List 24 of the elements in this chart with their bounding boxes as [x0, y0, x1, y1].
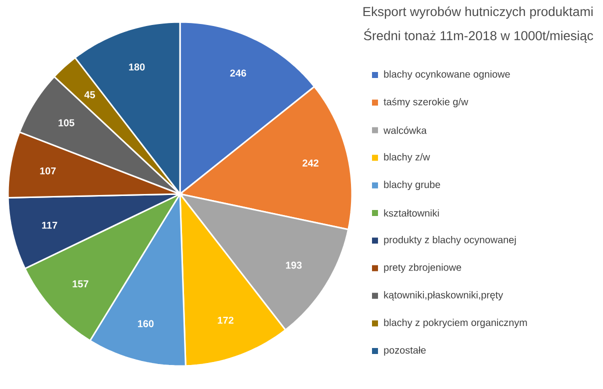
data-label: 105 [58, 119, 74, 126]
data-label: 246 [230, 70, 246, 77]
legend-label: blachy z/w [384, 153, 430, 162]
data-label: 107 [40, 167, 56, 174]
legend-label: prety zbrojeniowe [384, 264, 462, 273]
legend-label: walcówka [384, 126, 427, 134]
data-label: 172 [218, 316, 234, 324]
data-label: 160 [138, 320, 154, 328]
legend-label: blachy ocynkowane ogniowe [384, 70, 510, 80]
data-label: 117 [42, 222, 58, 229]
data-label: 45 [84, 91, 96, 98]
chart-title: Eksport wyrobów hutniczych produktami [363, 6, 593, 19]
data-label: 193 [286, 262, 302, 269]
legend-label: kątowniki,płaskowniki,pręty [384, 291, 504, 300]
legend-label: taśmy szerokie g/w [384, 98, 468, 108]
legend-label: blachy grube [384, 180, 440, 190]
data-label: 180 [129, 63, 145, 71]
legend-label: produkty z blachy ocynowanej [384, 236, 516, 246]
data-label: 157 [72, 280, 88, 288]
data-label: 242 [302, 160, 318, 166]
legend-label: pozostałe [384, 346, 426, 356]
text: Średni tonaż 11m-2018 w 1000t/miesiąc [364, 28, 594, 43]
legend-label: kształtowniki [384, 209, 439, 217]
legend-label: blachy z pokryciem organicznym [384, 318, 527, 328]
